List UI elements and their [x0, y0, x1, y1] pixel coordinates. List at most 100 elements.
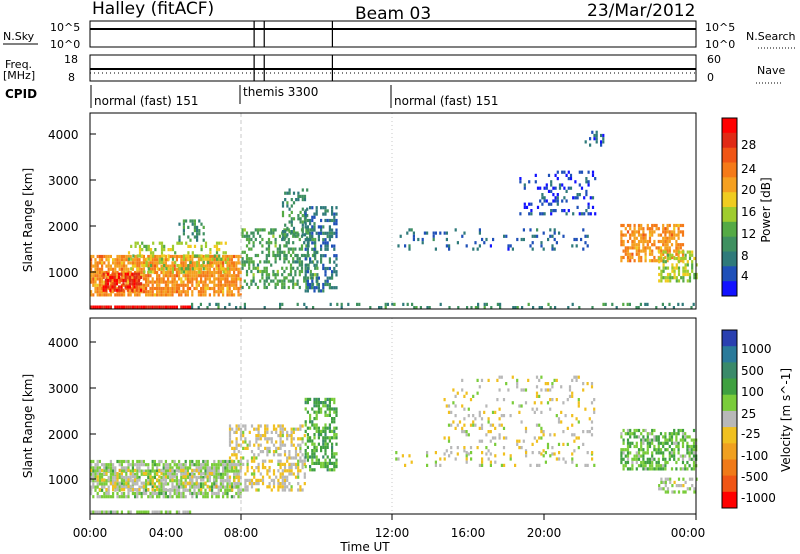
powerMap-cell-1 [122, 282, 125, 286]
velMap-cell-5 [535, 375, 539, 379]
velMap-cell-1 [125, 468, 128, 472]
powerMap-cell-0 [235, 264, 238, 268]
powerMap-cell-0 [171, 293, 174, 297]
velMap-cell-5 [447, 410, 451, 414]
velMap-cell-2 [272, 427, 276, 431]
powerMap-cell-0 [173, 254, 176, 259]
powerMap-cell-5 [286, 204, 289, 208]
powerMap-cell-10 [554, 173, 557, 177]
velMap-cell-4 [98, 510, 101, 514]
velMap-cell-2 [283, 443, 287, 447]
powerMap-cell-2 [143, 244, 146, 248]
powerMap-cell-4 [292, 257, 295, 261]
velMap-cell-1 [98, 468, 101, 472]
velMap-cell-3 [324, 433, 327, 437]
powerMap-cell-1 [126, 275, 129, 279]
powerMap-cell-6 [315, 276, 318, 280]
velMap-cell-5 [535, 423, 539, 427]
powerMap-cell-13 [664, 250, 667, 254]
powerMap-cell-13 [664, 276, 667, 280]
powerMap-cell-2 [226, 267, 230, 271]
powerMap-cell-2 [145, 260, 148, 264]
powerMap-cell-8 [664, 306, 667, 310]
powerMap-cell-10 [569, 173, 573, 177]
powerMap-cell-0 [184, 264, 187, 268]
velMap-cell-2 [283, 462, 287, 466]
powerMap-cell-0 [116, 274, 119, 278]
velMap-cell-5 [551, 382, 554, 386]
powerMap-cell-0 [96, 267, 99, 271]
powerMap-cell-3 [187, 235, 190, 239]
velMap-cell-0 [101, 485, 104, 489]
powerMap-cell-12 [637, 230, 641, 234]
powerMap-cell-13 [658, 279, 661, 283]
powerMap-cell-1 [133, 282, 136, 286]
powerMap-cell-9 [456, 241, 459, 245]
powerMap-cell-12 [644, 249, 647, 253]
velMap-cell-1 [129, 484, 132, 488]
powerMap-cell-0 [175, 254, 178, 259]
velMap-cell-0 [202, 491, 205, 496]
velMap-cell-1 [169, 472, 172, 476]
velMap-cell-6 [465, 451, 468, 455]
velMap-cell-0 [215, 479, 218, 483]
powerMap-cell-10 [585, 193, 588, 197]
powerMap-cell-2 [145, 264, 148, 268]
powerMap-cell-12 [624, 246, 627, 250]
velMap-cell-1 [208, 468, 211, 472]
powerMap-cell-1 [118, 285, 121, 289]
powerMap-cell-6 [322, 266, 325, 271]
velocity-cb-tick-1000: 1000 [741, 342, 772, 356]
powerMap-cell-0 [125, 267, 128, 271]
velMap-cell-0 [226, 463, 229, 467]
velMap-cell-5 [487, 430, 490, 434]
velMap-cell-7 [688, 457, 691, 461]
velMap-cell-0 [145, 491, 148, 496]
velMap-cell-0 [156, 495, 159, 499]
powerMap-cell-6 [335, 231, 338, 235]
powerMap-cell-0 [213, 277, 216, 281]
powerMap-cell-0 [180, 293, 183, 297]
powerMap-cell-0 [175, 258, 178, 262]
velMap-cell-3 [309, 426, 312, 430]
powerMap-cell-4 [300, 247, 304, 251]
powerMap-cell-6 [331, 212, 334, 216]
powerMap-cell-4 [287, 237, 290, 242]
velMap-cell-3 [322, 455, 325, 459]
powerMap-cell-1 [107, 285, 110, 289]
velMap-cell-5 [480, 417, 484, 421]
velMap-cell-2 [281, 434, 284, 438]
velMap-cell-2 [272, 469, 276, 473]
velMap-cell-1 [213, 478, 216, 482]
powerMap-cell-0 [92, 274, 95, 278]
powerMap-cell-2 [187, 264, 190, 268]
velMap-cell-2 [253, 427, 256, 431]
powerMap-cell-4 [250, 279, 253, 283]
powerMap-cell-9 [412, 234, 415, 238]
velMap-cell-0 [114, 466, 117, 470]
velMap-cell-5 [573, 433, 576, 437]
powerMap-cell-0 [175, 270, 178, 275]
powerMap-cell-0 [129, 270, 132, 275]
velMap-cell-3 [328, 426, 331, 430]
powerMap-cell-12 [637, 252, 641, 256]
powerBar-swatch-7 [722, 221, 737, 238]
velMap-cell-0 [169, 479, 172, 483]
velMap-cell-4 [129, 510, 132, 514]
velMap-cell-2 [237, 450, 240, 454]
powerMap-cell-4 [300, 266, 304, 270]
velMap-cell-2 [277, 488, 280, 492]
velMap-cell-7 [629, 451, 632, 455]
powerMap-cell-0 [182, 283, 185, 287]
powerMap-cell-0 [189, 264, 192, 268]
velMap-cell-8 [671, 490, 674, 494]
velMap-cell-7 [653, 428, 656, 433]
powerMap-cell-8 [547, 302, 550, 306]
powerMap-cell-0 [120, 264, 123, 268]
powerMap-cell-4 [270, 241, 273, 245]
powerMap-cell-2 [215, 244, 219, 248]
velMap-cell-2 [228, 485, 232, 489]
velMap-cell-0 [118, 475, 121, 480]
velMap-cell-0 [167, 488, 170, 492]
powerMap-cell-9 [463, 231, 466, 235]
